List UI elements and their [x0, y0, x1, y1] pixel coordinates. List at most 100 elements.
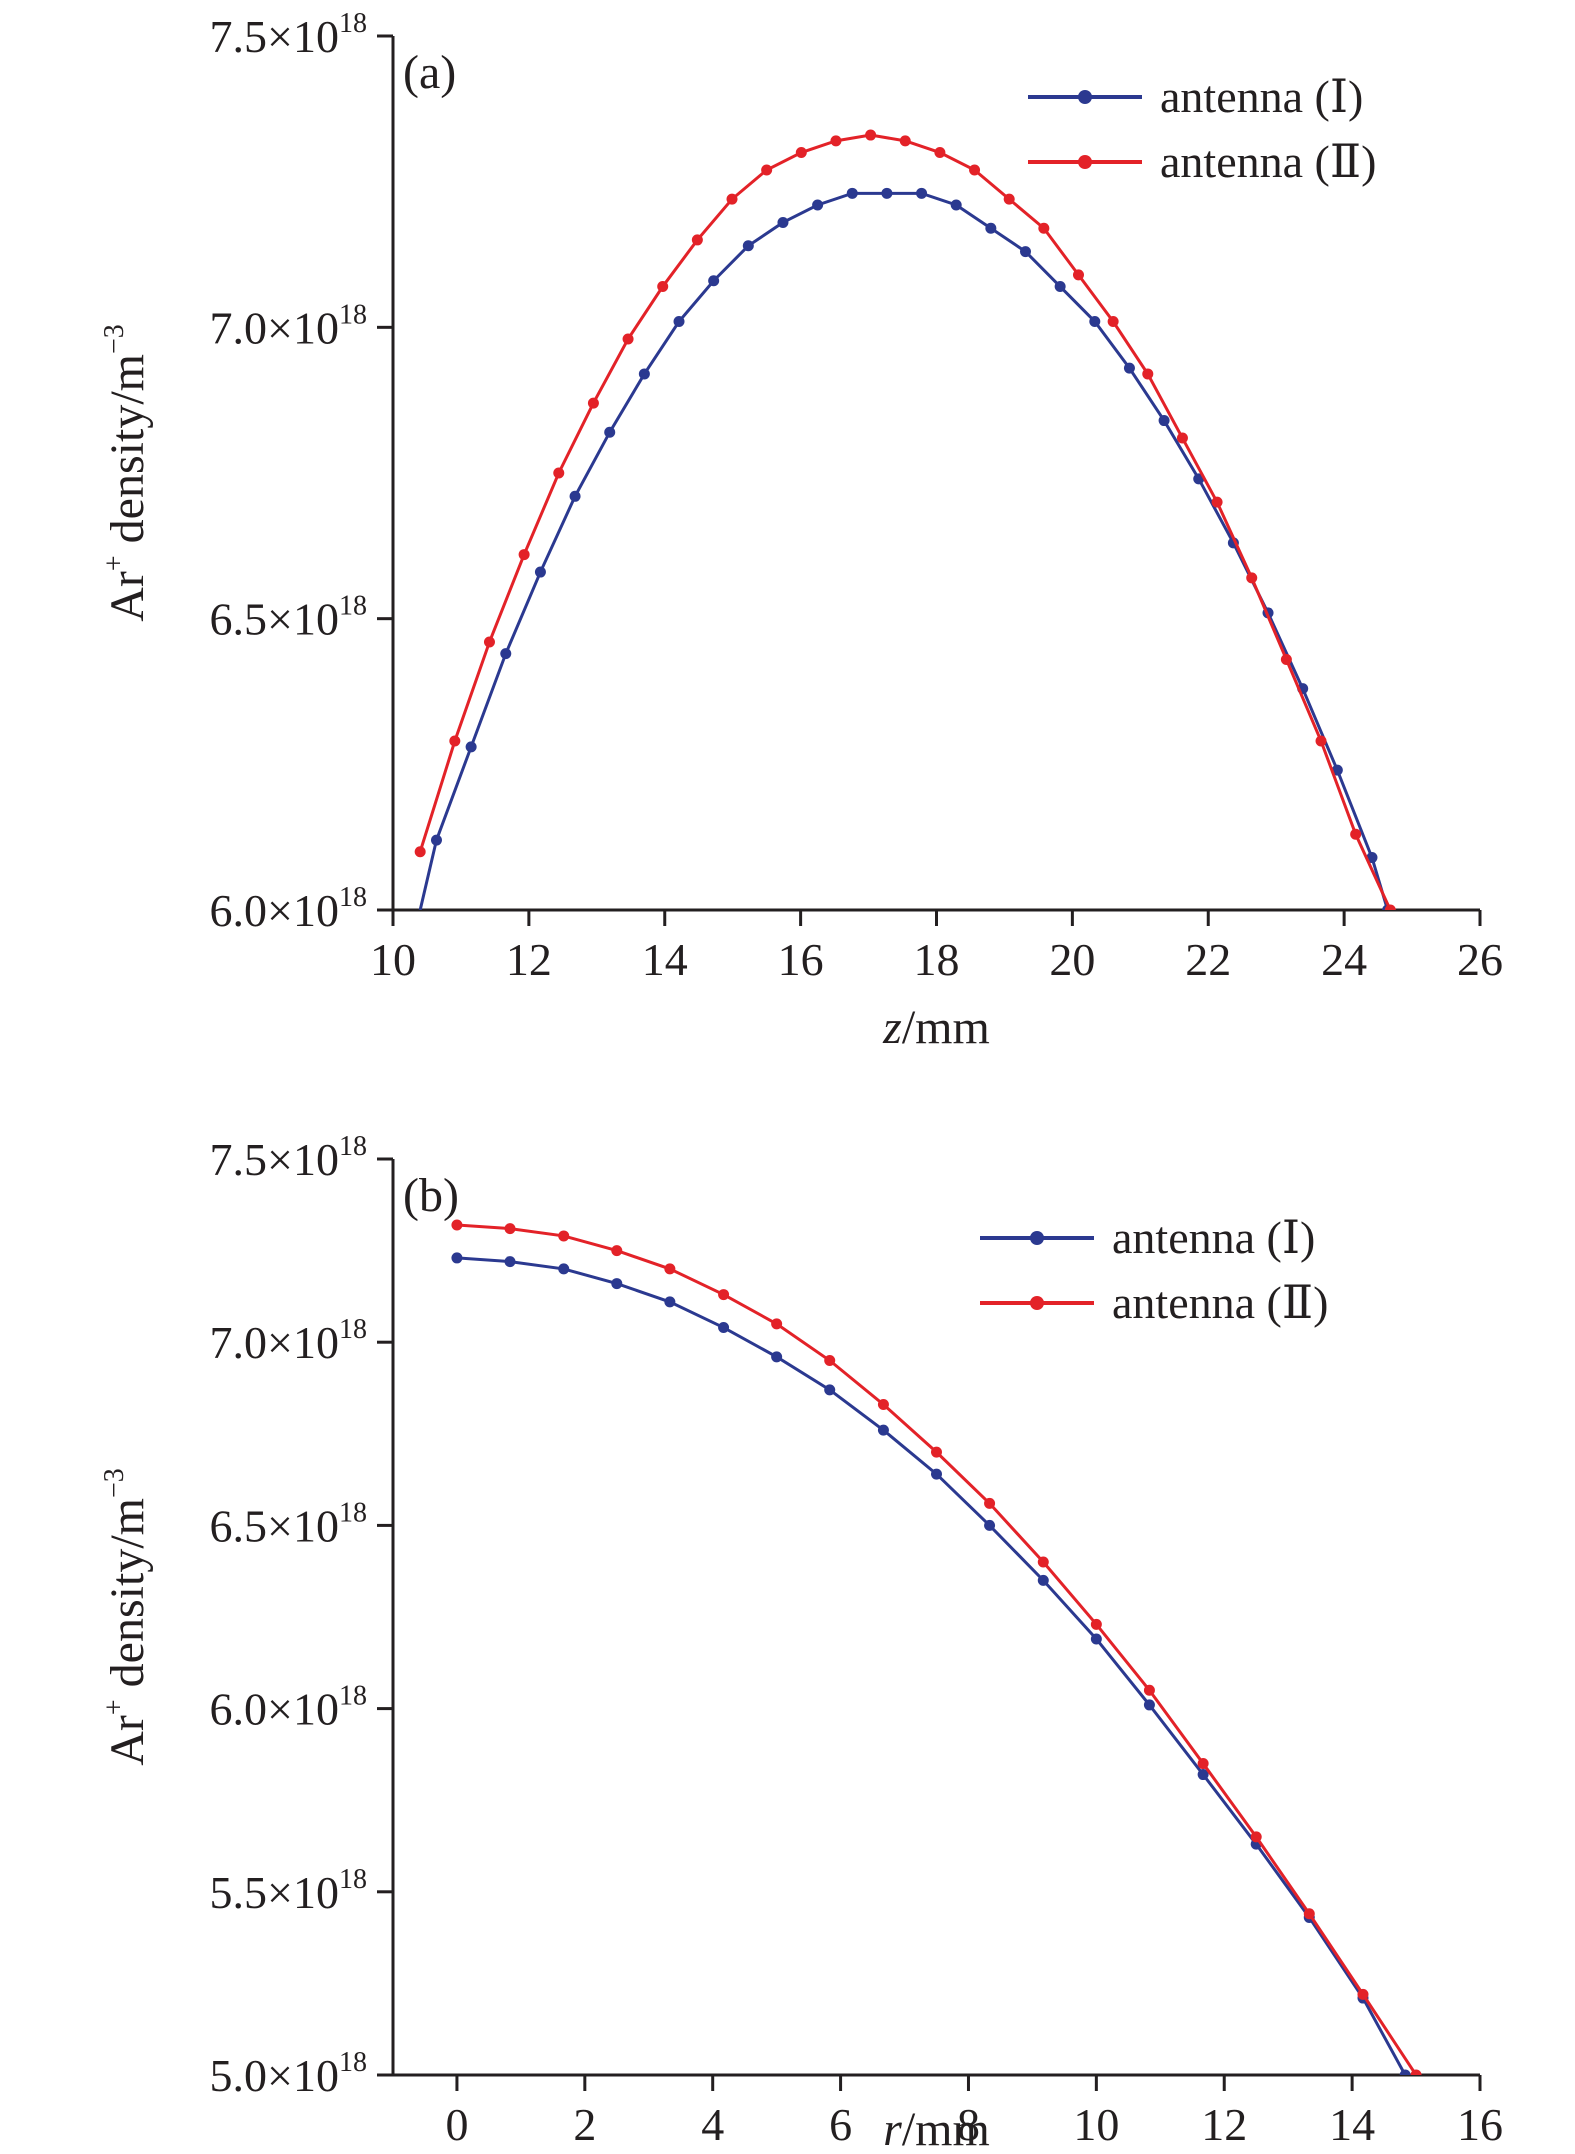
y-tick-mantissa: 7.5×10	[210, 11, 339, 62]
y-tick-label: 7.5×1018	[210, 8, 367, 62]
data-point	[1142, 368, 1154, 380]
y-tick-label: 6.0×1018	[210, 882, 367, 936]
series-line	[456, 1223, 1418, 2075]
data-point	[931, 1468, 942, 1480]
data-point	[1123, 362, 1135, 374]
legend-label: antenna (Ⅱ)	[1112, 1277, 1328, 1328]
data-point	[726, 193, 738, 205]
x-tick-label: 0	[445, 2099, 468, 2150]
data-point	[518, 549, 530, 561]
y-axis-title: Ar+ density/m−3	[99, 324, 154, 622]
data-point	[1246, 572, 1258, 584]
y-tick-mantissa: 6.5×10	[210, 1500, 339, 1551]
y-tick-label: 6.5×1018	[210, 1497, 367, 1551]
x-tick-label: 16	[1457, 2099, 1503, 2150]
data-point	[1038, 222, 1050, 234]
data-point	[950, 199, 962, 211]
data-point	[604, 426, 616, 438]
data-point	[934, 147, 946, 159]
series-1	[418, 187, 1394, 910]
data-point	[611, 1245, 623, 1257]
data-point	[1107, 316, 1119, 328]
y-tick-label: 7.0×1018	[210, 299, 367, 353]
data-point	[1089, 316, 1101, 328]
data-point	[1315, 735, 1327, 747]
data-point	[638, 368, 650, 380]
data-point	[611, 1278, 623, 1290]
x-axis-title-var: r	[883, 2103, 902, 2154]
y-axis-title-rest: density/m	[101, 1498, 154, 1699]
data-point	[1350, 828, 1362, 840]
chart-panel-b: 0 2 4 6 8 10 12 14 165.0×10185.5×10186.0×10186.5…	[99, 1131, 1503, 2154]
data-point	[534, 566, 546, 578]
data-point	[881, 187, 893, 199]
data-point	[558, 1230, 570, 1242]
data-point	[1158, 415, 1170, 427]
data-point	[984, 1497, 996, 1509]
data-point	[500, 648, 512, 660]
series-2	[451, 1219, 1422, 2075]
data-point	[1280, 653, 1292, 665]
data-point	[1250, 1831, 1262, 1843]
x-tick-label: 12	[506, 934, 552, 985]
data-point	[558, 1263, 570, 1275]
series-line	[456, 1256, 1407, 2075]
data-point	[414, 846, 426, 858]
y-axis-title-unit-sup: −3	[99, 1468, 130, 1498]
x-tick-label: 6	[829, 2099, 852, 2150]
series-line	[418, 191, 1390, 910]
series-1	[451, 1252, 1411, 2075]
data-point	[718, 1322, 730, 1334]
y-tick-mantissa: 6.0×10	[210, 1684, 339, 1735]
data-point	[771, 1351, 783, 1363]
data-point	[673, 316, 685, 328]
data-point	[1054, 281, 1066, 293]
data-point	[812, 199, 824, 211]
data-point	[846, 187, 858, 199]
data-point	[1197, 1769, 1209, 1781]
data-point	[795, 147, 807, 159]
data-point	[1090, 1618, 1102, 1630]
y-axis-title-sup: +	[99, 1699, 130, 1715]
x-axis-title: z/mm	[882, 1001, 990, 1054]
data-point	[708, 275, 720, 287]
legend-swatch-marker	[1030, 1296, 1044, 1310]
y-tick-mantissa: 5.5×10	[210, 1867, 339, 1918]
data-point	[465, 741, 477, 753]
legend-swatch-marker	[1078, 155, 1092, 169]
y-tick-mantissa: 7.5×10	[210, 1134, 339, 1185]
data-point	[1197, 1758, 1209, 1770]
data-point	[824, 1384, 836, 1396]
y-tick-mantissa: 6.5×10	[210, 594, 339, 645]
x-tick-label: 10	[1073, 2099, 1119, 2150]
data-point	[1403, 928, 1414, 939]
panel-label: (b)	[403, 1169, 459, 1222]
data-point	[664, 1296, 676, 1308]
y-axis-title-base: Ar	[101, 571, 154, 622]
y-tick-label: 5.5×1018	[210, 1864, 367, 1918]
data-point	[569, 490, 581, 502]
x-tick-label: 4	[701, 2099, 724, 2150]
data-point	[916, 187, 928, 199]
data-point	[1143, 1699, 1155, 1711]
data-point	[931, 1446, 942, 1458]
legend-label: antenna (Ⅰ)	[1112, 1212, 1315, 1263]
data-point	[1037, 1574, 1049, 1586]
y-tick-exponent: 18	[339, 1681, 367, 1712]
data-point	[1090, 1633, 1102, 1645]
x-tick-label: 16	[778, 934, 824, 985]
data-point	[1003, 193, 1015, 205]
x-tick-label: 26	[1457, 934, 1503, 985]
y-axis-title-unit-sup: −3	[99, 324, 130, 354]
x-axis-title-unit: /mm	[902, 1001, 990, 1054]
x-tick-label: 14	[642, 934, 688, 985]
x-tick-label: 10	[370, 934, 416, 985]
data-point	[777, 216, 789, 228]
x-axis-title-unit: /mm	[902, 2103, 990, 2154]
y-tick-mantissa: 7.0×10	[210, 1317, 339, 1368]
data-point	[1037, 1556, 1049, 1568]
y-tick-label: 5.0×1018	[210, 2047, 367, 2101]
data-point	[1072, 269, 1084, 281]
y-tick-mantissa: 6.0×10	[210, 885, 339, 936]
